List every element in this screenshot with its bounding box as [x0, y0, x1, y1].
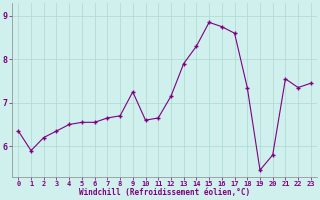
X-axis label: Windchill (Refroidissement éolien,°C): Windchill (Refroidissement éolien,°C) [79, 188, 250, 197]
